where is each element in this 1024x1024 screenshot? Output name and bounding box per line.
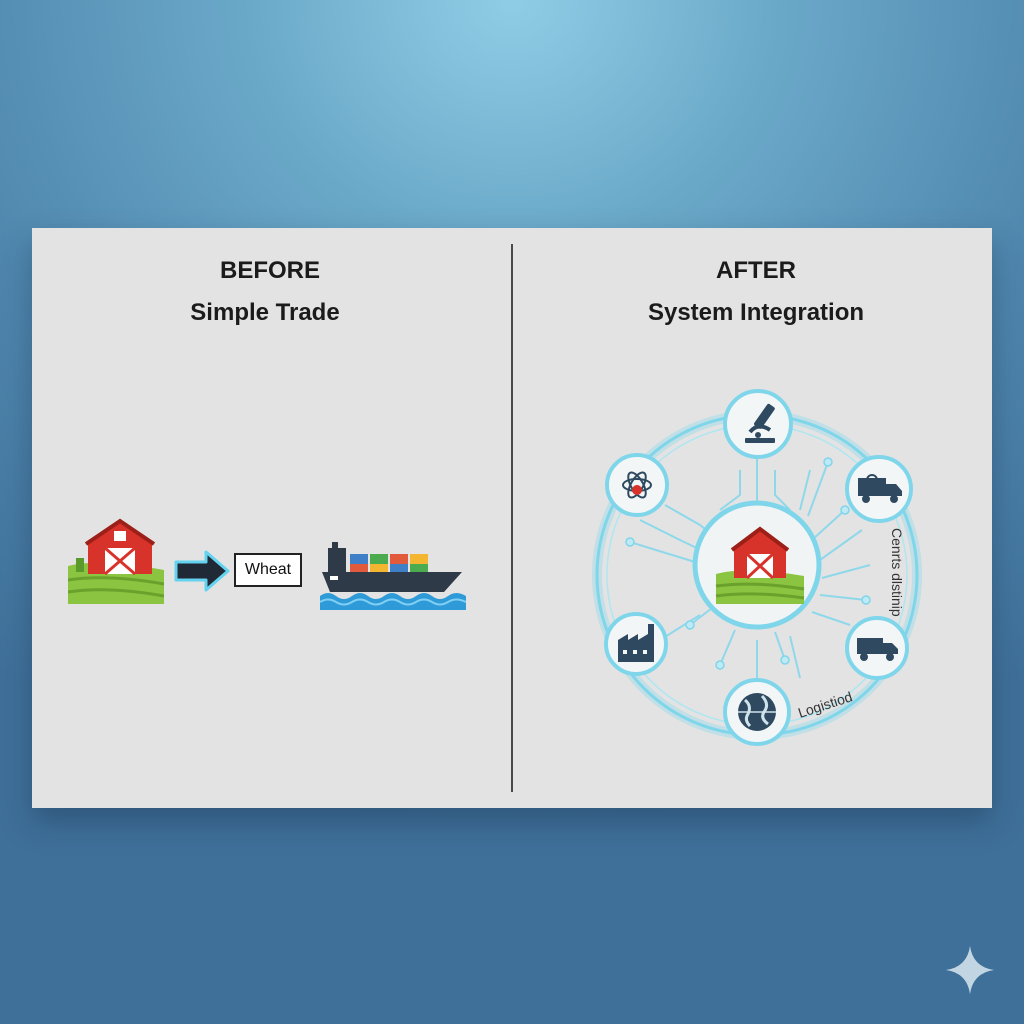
globe-icon [738, 693, 776, 731]
before-heading: BEFORE [219, 257, 320, 284]
microscope-node [723, 389, 793, 459]
integration-network: Logistiod Cenrts dlstinip [592, 389, 922, 746]
cargo-ship-icon [320, 542, 466, 610]
globe-node [723, 678, 791, 746]
microscope-icon [745, 403, 775, 443]
science-node [605, 453, 669, 517]
delivery-truck-icon [857, 638, 898, 661]
delivery-truck-icon [858, 474, 902, 503]
ring-label-centers: Cenrts dlstinip [889, 528, 905, 617]
center-barn-icon [715, 526, 805, 604]
barn-icon [68, 518, 164, 604]
science-lab-icon [622, 471, 652, 499]
sparkle-icon [946, 946, 994, 994]
truck-top-node [845, 455, 913, 523]
after-heading: AFTER [716, 257, 796, 284]
arrow-right-icon [174, 550, 230, 592]
factory-node [604, 612, 668, 676]
truck-bottom-node [845, 616, 909, 680]
wheat-label: Wheat [234, 553, 302, 587]
panel-divider [511, 244, 513, 792]
factory-icon [618, 624, 654, 662]
after-subheading: System Integration [647, 299, 865, 326]
before-subheading: Simple Trade [190, 299, 340, 326]
